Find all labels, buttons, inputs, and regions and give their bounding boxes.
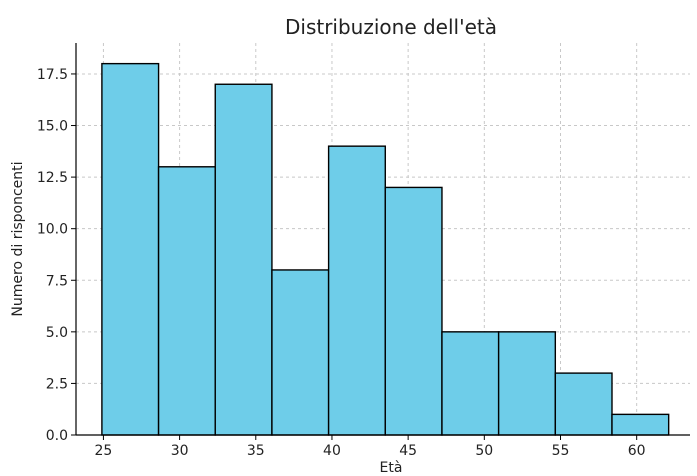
x-tick-label: 30	[171, 443, 189, 459]
x-tick-label: 40	[323, 443, 341, 459]
histogram-bar	[271, 269, 330, 436]
y-tick-label: 2.5	[46, 376, 68, 392]
axes	[75, 43, 690, 436]
y-tick-label: 12.5	[37, 170, 68, 186]
x-tick-label: 25	[95, 443, 113, 459]
y-tick-label: 17.5	[37, 67, 68, 83]
bars	[101, 62, 670, 436]
histogram-bar	[214, 83, 273, 436]
histogram-bar	[554, 372, 613, 436]
histogram-bar	[441, 331, 500, 436]
histogram-bar	[497, 331, 557, 436]
y-tick-label: 10.0	[37, 222, 68, 238]
y-tick-label: 5.0	[46, 325, 68, 341]
histogram-bar	[384, 186, 443, 436]
y-tick-label: 15.0	[37, 119, 68, 135]
x-tick-label: 55	[552, 443, 570, 459]
histogram-bar	[611, 413, 670, 436]
x-tick-label: 50	[475, 443, 493, 459]
x-ticks: 25 30 35 40 45 50 55 60	[95, 435, 646, 459]
y-axis-label: Numero di risponcenti	[10, 161, 26, 316]
histogram-bar	[101, 62, 160, 436]
y-ticks: 0.0 2.5 5.0 7.5 10.0 12.5 15.0 17.5	[37, 67, 76, 444]
chart-title: Distribuzione dell'età	[285, 15, 497, 39]
x-tick-label: 45	[399, 443, 417, 459]
x-tick-label: 35	[247, 443, 265, 459]
histogram-bar	[157, 166, 216, 436]
x-axis-label: Età	[380, 460, 403, 476]
x-tick-label: 60	[628, 443, 646, 459]
y-tick-label: 7.5	[46, 273, 68, 289]
histogram-bar	[327, 145, 386, 436]
y-tick-label: 0.0	[46, 428, 68, 444]
